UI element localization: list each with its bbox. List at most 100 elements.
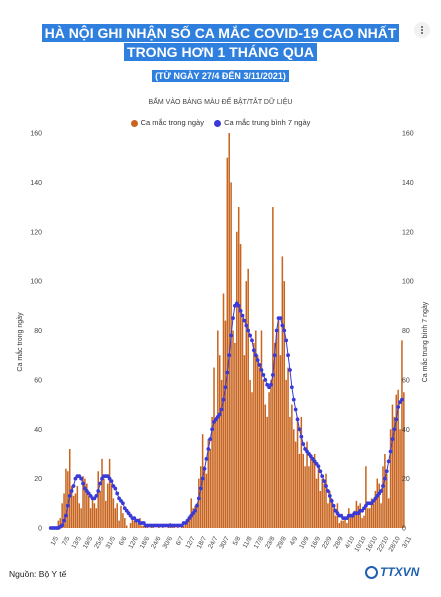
y-tick-right: 140 (402, 180, 414, 187)
daily-bar (114, 508, 117, 528)
y-tick-right: 40 (402, 427, 410, 434)
legend-avg-marker (214, 119, 222, 127)
daily-bar (285, 379, 287, 529)
avg-point (257, 363, 262, 367)
daily-bar (143, 525, 145, 528)
avg-point (223, 385, 228, 390)
daily-bars (57, 133, 405, 529)
daily-bar (110, 483, 113, 528)
x-tick-label: 30/7 (219, 535, 232, 550)
daily-bar (89, 508, 92, 528)
daily-bar (249, 379, 251, 529)
daily-bar (188, 515, 191, 528)
x-tick-label: 31/5 (105, 535, 118, 550)
daily-bar (78, 503, 80, 528)
x-tick-label: 19/5 (82, 535, 95, 550)
daily-bar (361, 518, 363, 529)
avg-point (301, 442, 306, 446)
daily-bar (323, 483, 325, 528)
avg-point (394, 417, 399, 422)
daily-bar (218, 355, 221, 528)
daily-bar (108, 458, 111, 529)
legend-hint: BẤM VÀO BẢNG MÀU ĐỂ BẬT/TẮT DỮ LIỆU (148, 99, 293, 106)
avg-point (62, 518, 66, 523)
context-menu-icon[interactable] (414, 22, 430, 38)
avg-point (64, 513, 68, 518)
avg-point (291, 397, 296, 402)
legend-item-avg[interactable]: Ca mắc trung bình 7 ngày (214, 118, 310, 127)
avg-point (113, 486, 118, 491)
avg-point (274, 328, 279, 333)
daily-bar (351, 513, 354, 528)
y-axis-label-right: Ca mắc trung bình 7 ngày (420, 301, 429, 382)
avg-point (225, 370, 230, 375)
daily-bar (294, 441, 297, 528)
daily-bar (384, 453, 386, 528)
y-axis-left: 0 20 40 60 80 100 120 140 160 (30, 131, 42, 533)
daily-bar (232, 330, 234, 528)
daily-bar (330, 498, 333, 529)
daily-bar (376, 478, 379, 529)
avg-point (81, 481, 85, 486)
daily-bar (357, 505, 360, 528)
daily-bar (203, 466, 206, 528)
daily-bar (325, 473, 327, 528)
daily-bar (329, 490, 331, 528)
daily-bar (222, 293, 225, 528)
daily-bar (370, 498, 373, 529)
avg-point (253, 353, 258, 358)
y-tick-left: 120 (30, 229, 42, 236)
x-tick-label: 7/5 (61, 535, 72, 547)
daily-bar (349, 515, 352, 528)
daily-bar (359, 503, 361, 528)
x-tick-label: 12/6 (127, 535, 140, 550)
daily-bar (260, 330, 263, 528)
x-tick-label: 16/9 (310, 535, 323, 550)
avg-point (288, 368, 292, 372)
daily-bar (63, 493, 65, 528)
x-tick-label: 3/11 (401, 535, 413, 549)
avg-point (316, 464, 321, 469)
daily-bar (82, 476, 84, 528)
daily-bar (95, 508, 98, 528)
daily-bar (310, 453, 312, 528)
daily-bar (262, 379, 265, 529)
avg-point (204, 456, 209, 461)
y-tick-right: 0 (402, 526, 406, 533)
y-tick-left: 160 (30, 131, 42, 138)
chart-title-line-2: TRONG HƠN 1 THÁNG QUA (0, 43, 441, 62)
avg-point (250, 338, 254, 343)
daily-bar (182, 525, 185, 528)
y-tick-left: 100 (30, 279, 42, 286)
daily-bar (59, 518, 62, 529)
x-tick-label: 29/8 (276, 535, 289, 550)
avg-point (384, 469, 389, 474)
avg-point (295, 417, 300, 422)
avg-point (202, 466, 207, 471)
daily-bar (76, 486, 79, 528)
daily-bar (105, 500, 107, 528)
daily-bar (106, 483, 109, 528)
daily-bar (277, 318, 280, 528)
x-tick-label: 5/8 (232, 535, 243, 547)
avg-point (322, 479, 327, 483)
daily-bar (251, 392, 253, 528)
daily-bar (279, 355, 282, 528)
avg-point (109, 479, 114, 483)
daily-bar (93, 503, 96, 528)
daily-bar (196, 503, 198, 528)
daily-bar (378, 483, 380, 528)
legend-item-daily[interactable]: Ca mắc trong ngày (130, 118, 204, 127)
daily-bar (393, 416, 396, 528)
daily-bar (338, 523, 341, 528)
avg-point (251, 348, 256, 353)
avg-point (259, 368, 264, 372)
daily-bar (334, 515, 337, 528)
daily-bar (302, 453, 305, 528)
daily-bar (199, 466, 202, 528)
daily-bar (125, 525, 128, 528)
daily-bar (228, 133, 230, 528)
daily-bar (270, 379, 272, 529)
daily-bar (386, 473, 388, 528)
daily-bar (403, 392, 405, 528)
